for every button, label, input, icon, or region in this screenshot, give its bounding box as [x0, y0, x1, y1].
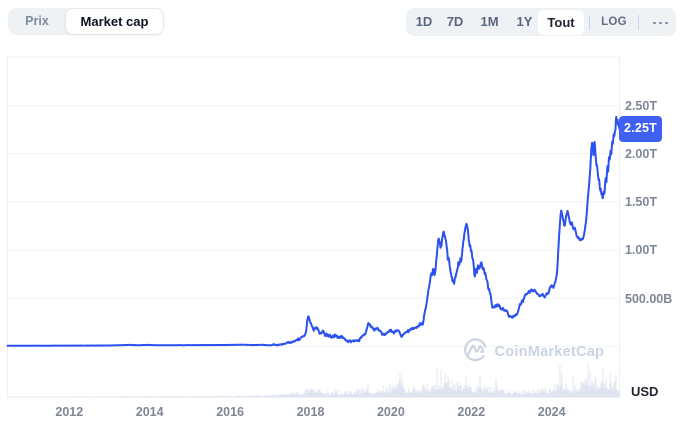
svg-text:CoinMarketCap: CoinMarketCap	[495, 344, 605, 360]
